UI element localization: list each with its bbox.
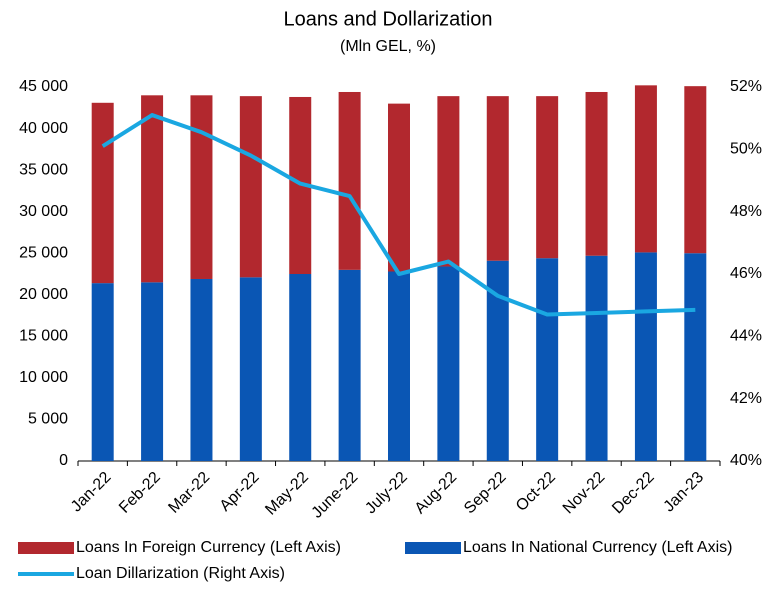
x-tick-label: Sep-22 [461, 469, 510, 518]
bar [388, 271, 410, 461]
y-tick-label: 20 000 [19, 286, 68, 303]
bar [634, 85, 657, 253]
y2-tick-label: 42% [730, 390, 762, 407]
bar [388, 103, 410, 272]
legend-swatch [405, 542, 461, 554]
legend-label: Loan Dillarization (Right Axis) [76, 565, 285, 582]
x-tick-label: Apr-22 [217, 469, 263, 515]
legend-swatch [18, 542, 74, 554]
x-tick-label: Jan-22 [68, 469, 115, 516]
x-tick-label: Mar-22 [165, 469, 213, 517]
legend-label: Loans In National Currency (Left Axis) [463, 539, 732, 556]
x-tick-label: Aug-22 [412, 469, 461, 518]
y2-tick-label: 50% [730, 141, 762, 158]
bar [141, 282, 164, 461]
x-tick-label: Feb-22 [116, 469, 164, 517]
y-tick-label: 25 000 [19, 244, 68, 261]
chart-title: Loans and Dollarization [283, 8, 492, 30]
bar [437, 96, 460, 267]
bar [585, 255, 608, 461]
x-tick-label: Oct-22 [513, 469, 559, 515]
y2-tick-label: 40% [730, 452, 762, 469]
bar [684, 86, 707, 254]
bar [684, 253, 707, 461]
y-tick-label: 10 000 [19, 369, 68, 386]
bar [338, 91, 361, 270]
y2-tick-label: 44% [730, 328, 762, 345]
bar [190, 278, 213, 461]
bar [190, 95, 213, 279]
y-tick-label: 0 [59, 452, 68, 469]
bar [141, 95, 164, 283]
chart-subtitle: (Mln GEL, %) [340, 38, 436, 55]
bar [239, 96, 262, 278]
y-tick-label: 45 000 [19, 78, 68, 95]
y-tick-label: 15 000 [19, 328, 68, 345]
bar [91, 283, 114, 461]
bar [634, 252, 657, 461]
bar [239, 277, 262, 461]
y2-tick-label: 48% [730, 203, 762, 220]
y2-tick-label: 52% [730, 78, 762, 95]
bar [536, 96, 559, 259]
y-tick-label: 30 000 [19, 203, 68, 220]
x-tick-label: July-22 [362, 469, 411, 518]
bar [536, 258, 559, 461]
legend-label: Loans In Foreign Currency (Left Axis) [76, 539, 341, 556]
y-tick-label: 5 000 [28, 411, 68, 428]
y-tick-label: 35 000 [19, 161, 68, 178]
bar [486, 260, 509, 461]
bar [486, 96, 509, 261]
x-tick-label: Jan-23 [661, 469, 708, 516]
x-tick-label: Nov-22 [560, 469, 609, 518]
x-tick-label: Dec-22 [609, 469, 658, 518]
line [101, 113, 696, 317]
bar [91, 102, 114, 284]
x-tick-label: May-22 [262, 469, 312, 519]
bar [338, 269, 361, 461]
x-tick-label: June-22 [309, 469, 362, 522]
bar [289, 274, 312, 461]
y-tick-label: 40 000 [19, 120, 68, 137]
bar [585, 91, 608, 256]
y2-tick-label: 46% [730, 265, 762, 282]
bar [437, 266, 460, 461]
